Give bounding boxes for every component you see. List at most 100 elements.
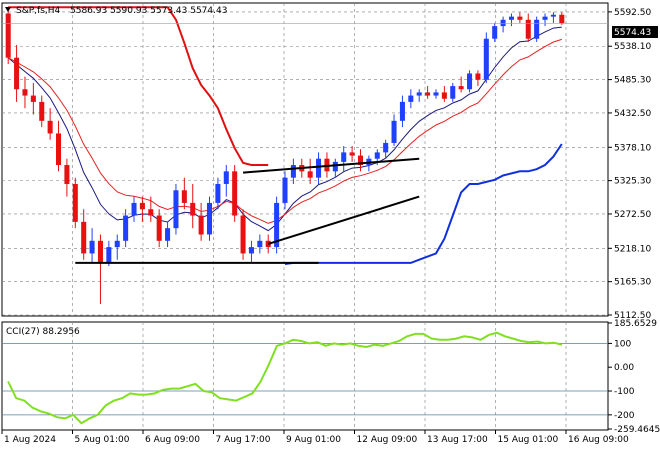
candle-body (408, 95, 414, 102)
candle-body (72, 183, 78, 222)
wedge-upper-line (242, 157, 420, 174)
cci-line (7, 331, 563, 425)
current-price-box (612, 26, 658, 38)
candle-body (467, 73, 473, 90)
candle-body (542, 16, 548, 20)
candle-body (39, 101, 45, 121)
candle-body (500, 19, 506, 27)
candle-body (316, 158, 322, 178)
candle-body (148, 209, 154, 216)
grid-lines (2, 3, 608, 430)
time-tick-label: 13 Aug 17:00 (427, 435, 488, 445)
candle-body (425, 92, 431, 96)
candle-body (475, 73, 481, 80)
candle-body (215, 183, 221, 203)
price-tick-label: 5432.50 (614, 109, 651, 119)
candle-body (64, 165, 70, 184)
candle-body (181, 190, 187, 203)
cci-panel-frame (1, 321, 609, 431)
candle-body (114, 240, 120, 248)
candle-body (559, 14, 565, 24)
current-price-label: 5574.43 (614, 28, 651, 38)
candle-body (534, 19, 540, 39)
candle-body (14, 57, 20, 90)
candle-body (383, 142, 389, 153)
time-tick-label: 6 Aug 09:00 (145, 435, 200, 445)
candle-body (282, 177, 288, 203)
cci-tick-label: -100 (614, 387, 635, 397)
candle-body (450, 86, 456, 99)
price-tick-label: 5485.30 (614, 76, 651, 86)
moving-averages (7, 6, 563, 265)
price-tick-label: 5165.30 (614, 278, 651, 288)
candle-body (290, 165, 296, 178)
price-tick-label: 5592.50 (614, 8, 651, 18)
candle-body (433, 92, 439, 96)
time-tick-label: 5 Aug 01:00 (75, 435, 130, 445)
candle-body (492, 26, 498, 39)
candle-body (131, 202, 137, 216)
candle-body (81, 221, 87, 254)
candle-body (56, 133, 62, 166)
collapse-triangle-icon[interactable] (5, 7, 11, 12)
price-axis: 5592.50 5538.10 5485.30 5432.50 5378.10 5325.… (608, 8, 651, 321)
candle-body (508, 16, 514, 20)
candle-body (123, 215, 129, 241)
time-tick-label: 16 Aug 09:00 (568, 435, 629, 445)
price-tick-label: 5272.50 (614, 210, 651, 220)
ma-slow-blue-line (284, 143, 563, 265)
cci-tick-label: -259.4645 (614, 425, 660, 435)
price-tick-label: 5112.50 (614, 311, 651, 321)
candle-body (240, 215, 246, 254)
candle-body (248, 247, 254, 254)
candle-body (441, 92, 447, 99)
candle-body (399, 101, 405, 121)
candle-body (173, 190, 179, 229)
candle-body (165, 228, 171, 241)
candle-body (156, 215, 162, 241)
time-axis: 1 Aug 2024 5 Aug 01:00 6 Aug 09:00 7 Aug 17… (1, 430, 629, 445)
price-tick-label: 5218.10 (614, 244, 651, 254)
candle-body (307, 171, 313, 178)
trendlines (2, 23, 608, 264)
cci-tick-label: -200 (614, 411, 635, 421)
wedge-lower-line (267, 195, 420, 245)
candle-body (525, 19, 531, 39)
candle-body (5, 13, 11, 58)
candle-body (391, 120, 397, 143)
candle-body (374, 152, 380, 159)
candle-body (517, 16, 523, 20)
cci-tick-label: 0.00 (614, 363, 634, 373)
price-tick-label: 5325.30 (614, 177, 651, 187)
candle-body (30, 95, 36, 102)
candle-body (416, 92, 422, 96)
candle-body (190, 202, 196, 216)
candle-body (341, 152, 347, 162)
candle-body (458, 86, 464, 90)
candle-body (206, 202, 213, 235)
candle-body (97, 240, 103, 263)
candle-body (550, 14, 556, 17)
ma-mid-line (7, 38, 562, 224)
ma-slow-red-line (8, 6, 269, 166)
price-tick-label: 5378.10 (614, 143, 651, 153)
time-tick-label: 9 Aug 01:00 (286, 435, 341, 445)
chart-symbol: S&P,fs,H4 (16, 6, 61, 16)
time-tick-label: 1 Aug 2024 (4, 435, 56, 445)
candle-body (106, 247, 112, 263)
candle-body (332, 161, 338, 172)
candle-body (257, 240, 263, 248)
cci-tick-label: 185.6529 (614, 319, 657, 329)
chart-ohlc: 5586.93 5590.93 5573.43 5574.43 (70, 6, 227, 16)
candle-body (349, 152, 355, 156)
time-tick-label: 7 Aug 17:00 (216, 435, 271, 445)
time-tick-label: 15 Aug 01:00 (498, 435, 559, 445)
candle-body (22, 89, 28, 96)
cci-indicator (7, 331, 563, 425)
candle-body (198, 215, 204, 235)
candle-body (47, 120, 53, 134)
price-tick-label: 5538.10 (614, 42, 651, 52)
candles (5, 7, 565, 304)
